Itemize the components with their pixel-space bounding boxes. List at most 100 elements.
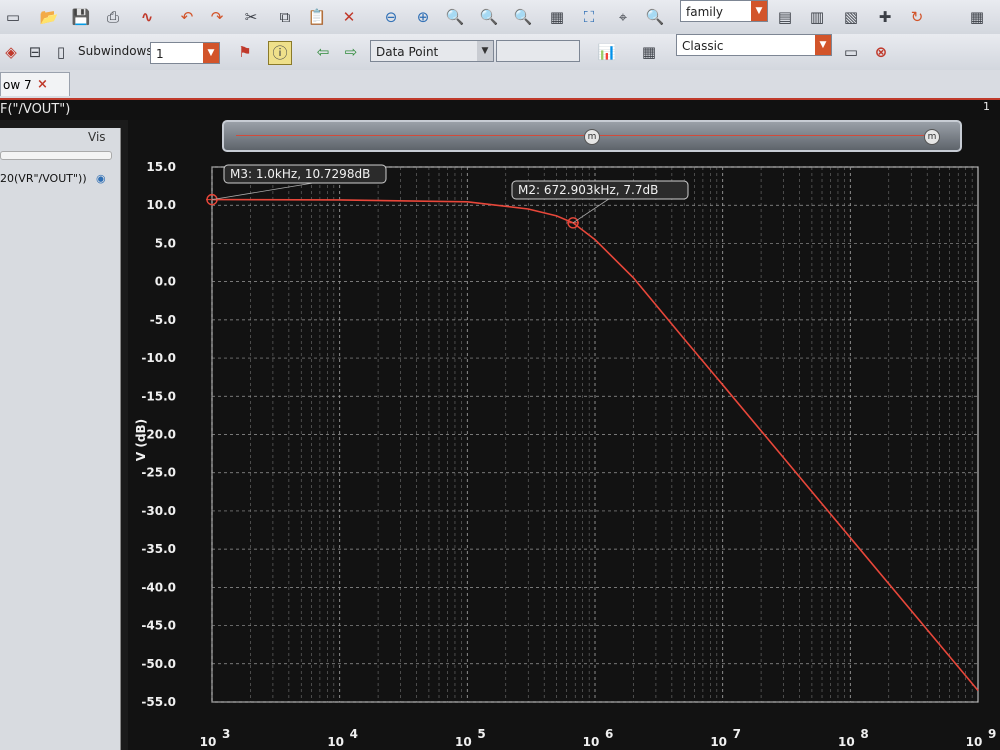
chevron-down-icon[interactable]: ▼ [203, 43, 219, 63]
marker-type-select[interactable]: Data Point ▼ [370, 40, 494, 62]
copy-icon[interactable]: ⧉ [279, 8, 291, 26]
grid-lines [211, 166, 979, 703]
split-icon[interactable]: ⊟ [28, 43, 42, 61]
zoom-in-x-icon[interactable]: 🔍 [479, 8, 499, 26]
cut-icon[interactable]: ✂ [244, 8, 258, 26]
window-icon[interactable]: ▭ [843, 43, 859, 61]
y-tick-label: -35.0 [141, 542, 176, 556]
subwindows-label: Subwindows: [78, 44, 157, 58]
marker-value-field[interactable] [496, 40, 580, 62]
save-icon[interactable]: 💾 [71, 8, 91, 26]
next-marker-icon[interactable]: ⇨ [344, 43, 358, 61]
columns-icon[interactable]: ▯ [56, 43, 66, 61]
eye-icon[interactable]: ◉ [96, 172, 106, 185]
marker-labels: M3: 1.0kHz, 10.7298dB M2: 672.903kHz, 7.7… [206, 164, 689, 229]
zoom-bar[interactable]: m m [222, 120, 962, 152]
marker-leader [211, 182, 314, 201]
x-tick-label: 10 [327, 735, 344, 749]
y-tick-label: -5.0 [150, 313, 176, 327]
redo-icon[interactable]: ↷ [210, 8, 224, 26]
y-tick-label: 10.0 [146, 198, 176, 212]
subwindows-select[interactable]: 1 ▼ [150, 42, 220, 64]
x-tick-label: 10 [200, 735, 217, 749]
zoom-fit-icon[interactable]: ▦ [549, 8, 565, 26]
chevron-down-icon[interactable]: ▼ [815, 35, 831, 55]
x-tick-label: 10 [455, 735, 472, 749]
x-tick-label: 10 [966, 735, 983, 749]
x-tick-exponent: 7 [733, 727, 741, 741]
y-tick-label: -50.0 [141, 657, 176, 671]
y-tick-label: 5.0 [155, 236, 176, 250]
window-title: F("/VOUT") [0, 102, 71, 117]
paste-icon[interactable]: 📋 [307, 8, 327, 26]
delete-icon[interactable]: ✕ [342, 8, 356, 26]
zoom-right-handle[interactable]: m [924, 129, 940, 145]
zoom-box-icon[interactable]: ⛶ [583, 8, 595, 26]
forward-icon[interactable]: ⊕ [416, 8, 430, 26]
prev-marker-icon[interactable]: ⇦ [316, 43, 330, 61]
x-tick-exponent: 9 [988, 727, 996, 741]
layout3-icon[interactable]: ▧ [843, 8, 859, 26]
vis-column-header: Vis [88, 130, 106, 144]
x-tick-exponent: 4 [350, 727, 358, 741]
flag-icon[interactable]: ⚑ [238, 43, 252, 61]
calculator-icon[interactable]: ▦ [641, 43, 657, 61]
marker-leader [572, 198, 610, 224]
tab-bar: ow 7 × [0, 70, 1000, 100]
y-tick-label: 15.0 [146, 160, 176, 174]
x-tick-label: 10 [838, 735, 855, 749]
trace-panel: Vis 20(VR"/VOUT")) ◉ [0, 128, 121, 750]
chevron-down-icon[interactable]: ▼ [751, 1, 767, 21]
marker-icon[interactable]: ◈ [5, 43, 17, 61]
magnifier-icon[interactable]: 🔍 [645, 8, 665, 26]
x-tick-labels: 10 3 10 4 10 5 10 6 10 7 10 8 10 9 [200, 727, 997, 749]
close-window-icon[interactable]: ⊗ [874, 43, 888, 61]
trace-line[interactable] [211, 198, 979, 692]
print-icon[interactable]: ⎙ [106, 8, 119, 26]
panel-scrollbar[interactable] [0, 151, 112, 160]
waveform-icon[interactable]: ∿ [140, 8, 154, 26]
style-value: Classic [682, 39, 724, 53]
subwindows-value: 1 [156, 47, 164, 61]
add-icon[interactable]: ✚ [878, 8, 892, 26]
zoom-out-icon[interactable]: 🔍 [513, 8, 533, 26]
zoom-region-icon[interactable]: ⌖ [618, 8, 628, 26]
x-tick-exponent: 3 [222, 727, 230, 741]
bar-chart-icon[interactable]: 📊 [597, 43, 617, 61]
open-folder-icon[interactable]: 📂 [39, 8, 59, 26]
family-select[interactable]: family ▼ [680, 0, 768, 22]
y-tick-label: -55.0 [141, 695, 176, 709]
grid-icon[interactable]: ▦ [969, 8, 985, 26]
layout2-icon[interactable]: ▥ [809, 8, 825, 26]
secondary-toolbar: ◈ ⊟ ▯ Subwindows: 1 ▼ ⚑ ⓘ ⇦ ⇨ Data Point… [0, 34, 1000, 71]
x-tick-exponent: 8 [860, 727, 868, 741]
plot-area[interactable] [128, 120, 1000, 750]
window-number: 1 [983, 100, 990, 113]
new-icon[interactable]: ▭ [5, 8, 21, 26]
main-toolbar: ▭ 📂 💾 ⎙ ∿ ↶ ↷ ✂ ⧉ 📋 ✕ ⊖ ⊕ 🔍 🔍 🔍 ▦ ⛶ ⌖ 🔍 … [0, 0, 1000, 35]
tab-label: ow 7 [3, 78, 32, 92]
layout-icon[interactable]: ▤ [777, 8, 793, 26]
zoom-in-icon[interactable]: 🔍 [445, 8, 465, 26]
y-tick-label: -45.0 [141, 619, 176, 633]
window-title-bar: F("/VOUT") 1 [0, 100, 1000, 120]
marker-type-value: Data Point [376, 45, 439, 59]
zoom-left-handle[interactable]: m [584, 129, 600, 145]
marker-label: M3: 1.0kHz, 10.7298dB [230, 167, 370, 181]
y-tick-label: -10.0 [141, 351, 176, 365]
close-icon[interactable]: × [37, 77, 48, 92]
family-select-value: family [686, 5, 724, 19]
chevron-down-icon[interactable]: ▼ [477, 41, 493, 61]
marker-label-box [511, 180, 689, 200]
y-tick-label: -30.0 [141, 504, 176, 518]
x-tick-label: 10 [583, 735, 600, 749]
trace-name[interactable]: 20(VR"/VOUT")) [0, 172, 87, 185]
info-icon[interactable]: ⓘ [268, 41, 292, 65]
back-icon[interactable]: ⊖ [384, 8, 398, 26]
tab-window[interactable]: ow 7 × [0, 72, 70, 96]
x-tick-exponent: 5 [477, 727, 485, 741]
undo-icon[interactable]: ↶ [180, 8, 194, 26]
style-select[interactable]: Classic ▼ [676, 34, 832, 56]
refresh-icon[interactable]: ↻ [910, 8, 924, 26]
